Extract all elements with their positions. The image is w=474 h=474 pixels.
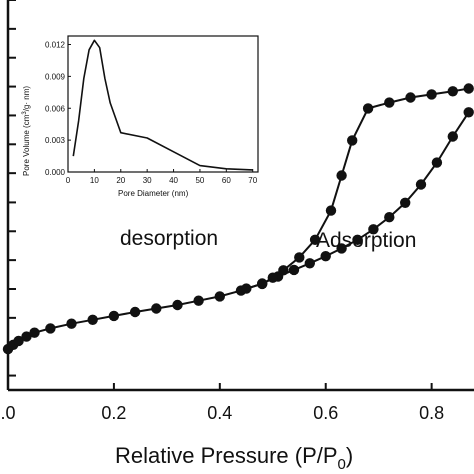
inset-x-tick-label: 0 bbox=[66, 176, 71, 185]
main-x-tick-label: 0.8 bbox=[419, 403, 444, 423]
inset-y-axis-label: Pore Volume (cm3/g· nm) bbox=[22, 86, 31, 176]
desorption-point bbox=[405, 92, 416, 103]
x-axis-label: Relative Pressure (P/P0) bbox=[115, 443, 353, 473]
main-x-tick-label: 0.2 bbox=[101, 403, 126, 423]
adsorption-point bbox=[151, 303, 162, 314]
adsorption-point bbox=[108, 310, 120, 322]
adsorption-point bbox=[415, 179, 427, 190]
inset-background bbox=[18, 22, 266, 194]
inset-x-ticks: 0 10 20 30 40 50 60 70 bbox=[66, 169, 258, 185]
desorption-point bbox=[267, 272, 278, 283]
inset-frame-box bbox=[67, 35, 259, 173]
adsorption-point bbox=[29, 327, 40, 338]
inset-x-tick-label: 20 bbox=[116, 176, 125, 185]
inset-y-tick-label: 0.000 bbox=[45, 168, 66, 177]
inset-x-tick-label: 50 bbox=[195, 176, 204, 185]
inset-y-tick-label: 0.006 bbox=[45, 104, 66, 113]
adsorption-point bbox=[129, 306, 141, 318]
adsorption-point bbox=[384, 212, 395, 223]
desorption-point bbox=[426, 89, 437, 100]
adsorption-point bbox=[463, 107, 474, 118]
main-axes bbox=[6, 0, 474, 392]
inset-x-tick-label: 40 bbox=[169, 176, 178, 185]
adsorption-point bbox=[21, 331, 32, 342]
desorption-point bbox=[294, 252, 305, 263]
adsorption-point bbox=[320, 251, 331, 262]
adsorption-point bbox=[336, 243, 347, 254]
desorption-point bbox=[347, 135, 358, 146]
desorption-point bbox=[362, 103, 374, 114]
adsorption-point bbox=[304, 258, 315, 269]
adsorption-point bbox=[13, 335, 24, 347]
desorption-point bbox=[278, 265, 289, 276]
inset-x-tick-label: 60 bbox=[222, 176, 231, 185]
inset-chart: 0 10 20 30 40 50 60 70 0.000 0.003 0.006 0.009 0.01… bbox=[18, 22, 266, 198]
inset-x-tick-label: 10 bbox=[90, 176, 99, 185]
desorption-point bbox=[309, 234, 321, 245]
adsorption-point bbox=[214, 291, 225, 302]
inset-y-tick-label: 0.003 bbox=[45, 136, 66, 145]
main-x-tick-label: 0.6 bbox=[313, 403, 338, 423]
adsorption-point bbox=[431, 157, 443, 168]
main-x-ticks: .0 0.2 0.4 0.6 0.8 bbox=[0, 383, 444, 423]
inset-y-ticks: 0.000 0.003 0.006 0.009 0.012 bbox=[45, 41, 71, 177]
adsorption-point bbox=[352, 234, 363, 245]
inset-x-tick-label: 30 bbox=[143, 176, 152, 185]
desorption-point bbox=[241, 283, 252, 294]
inset-x-axis-label: Pore Diameter (nm) bbox=[118, 189, 189, 198]
desorption-point bbox=[257, 278, 268, 290]
adsorption-point bbox=[66, 318, 77, 329]
desorption-point bbox=[463, 83, 474, 94]
adsorption-point bbox=[288, 264, 300, 276]
desorption-line bbox=[246, 87, 469, 290]
adsorption-point bbox=[87, 314, 98, 325]
desorption-point bbox=[384, 97, 395, 108]
adsorption-point bbox=[172, 299, 183, 311]
desorption-point bbox=[336, 170, 347, 181]
inset-axes bbox=[67, 35, 259, 173]
inset-y-tick-label: 0.009 bbox=[45, 72, 66, 81]
adsorption-label: Adsorption bbox=[316, 229, 416, 252]
desorption-point bbox=[325, 205, 337, 216]
adsorption-point bbox=[400, 197, 411, 208]
pore-size-line bbox=[72, 39, 253, 171]
adsorption-point bbox=[193, 295, 204, 306]
adsorption-point bbox=[45, 323, 56, 334]
inset-series bbox=[72, 39, 253, 171]
adsorption-point bbox=[447, 131, 458, 142]
adsorption-point bbox=[368, 224, 379, 235]
desorption-label: desorption bbox=[120, 227, 218, 250]
inset-y-tick-label: 0.012 bbox=[45, 41, 66, 50]
desorption-point bbox=[447, 86, 458, 97]
main-series bbox=[2, 83, 474, 355]
main-x-tick-label: .0 bbox=[0, 403, 15, 423]
inset-x-tick-label: 70 bbox=[248, 176, 257, 185]
main-x-tick-label: 0.4 bbox=[207, 403, 232, 423]
